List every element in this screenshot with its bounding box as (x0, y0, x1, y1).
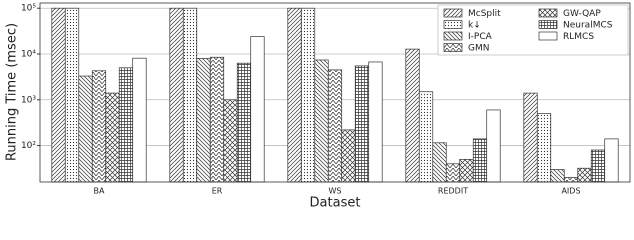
legend-swatch (538, 8, 558, 18)
bar (604, 138, 619, 183)
bar (459, 158, 474, 183)
legend-label: I-PCA (468, 32, 493, 42)
bar (341, 129, 356, 183)
x-tick-label: ER (212, 187, 223, 196)
chart: Running Time (msec) Dataset 10² 10³ 10⁴ 10⁵… (5, 2, 631, 211)
legend-swatch (443, 8, 463, 18)
y-axis-label: Running Time (msec) (5, 23, 20, 161)
bar (418, 91, 434, 183)
bar (223, 99, 238, 183)
bar (287, 7, 302, 183)
y-tick-label: 10² (21, 141, 36, 151)
legend-swatch (538, 31, 558, 41)
bar (105, 92, 120, 183)
bar (51, 7, 66, 183)
bar (523, 92, 538, 183)
bar (563, 177, 579, 183)
bar (91, 70, 107, 183)
legend-label: GMN (468, 44, 489, 54)
bar (118, 67, 134, 183)
bar (196, 58, 211, 183)
legend-box (437, 4, 629, 56)
legend-label: RLMCS (563, 32, 594, 42)
bar (486, 109, 501, 183)
x-tick-label: REDDIT (438, 187, 468, 196)
bar (314, 59, 329, 183)
x-axis-label: Dataset (310, 196, 361, 211)
bar (78, 75, 93, 183)
legend-label: NeuralMCS (563, 21, 613, 31)
bar (550, 169, 565, 183)
y-tick-label: 10⁴ (21, 49, 36, 59)
y-tick-label: 10³ (21, 95, 36, 105)
bar (445, 163, 461, 183)
bar (536, 113, 552, 183)
legend-swatch (538, 20, 558, 29)
bar (250, 36, 265, 183)
plot-frame (39, 2, 631, 183)
legend-label: k↓ (468, 21, 481, 31)
bar (577, 167, 592, 183)
x-tick-label: WS (329, 187, 342, 196)
bar (354, 65, 370, 183)
bar (368, 61, 383, 183)
bar (236, 62, 252, 183)
bar (472, 138, 488, 183)
legend-swatch (443, 43, 463, 52)
x-tick-label: BA (94, 187, 105, 196)
bar (209, 56, 225, 183)
legend-label: GW-QAP (563, 9, 601, 19)
bar (327, 69, 343, 183)
legend-label: McSplit (468, 9, 501, 19)
bar (132, 57, 147, 183)
bar (300, 7, 316, 183)
x-tick-label: AIDS (561, 187, 580, 196)
bar (432, 142, 447, 183)
y-tick-label: 10⁵ (21, 4, 36, 14)
bar (182, 7, 198, 183)
legend-swatch (443, 20, 463, 29)
bar (590, 149, 606, 183)
bar (169, 7, 184, 183)
bar (405, 48, 420, 183)
legend-swatch (443, 31, 463, 41)
bar (64, 7, 80, 183)
